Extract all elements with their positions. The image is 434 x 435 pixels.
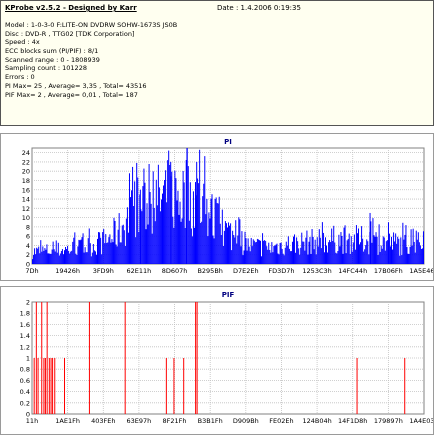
info-line: Scanned range : 0 - 1808939 (5, 55, 100, 64)
x-tick-label: FE02Eh (269, 417, 293, 425)
x-tick-label: B295Bh (197, 267, 222, 275)
info-line: Errors : 0 (5, 73, 35, 82)
plot-area (31, 147, 425, 265)
x-tick-label: 124B04h (302, 417, 331, 425)
x-tick-label: 8D607h (162, 267, 188, 275)
info-line: Model : 1-0-3-0 F:LITE-ON DVDRW SOHW-167… (5, 21, 178, 29)
y-tick-label: 0.6 (20, 377, 30, 385)
x-tick-label: 3FD9h (93, 267, 114, 275)
x-tick-label: 17B06Fh (374, 267, 403, 275)
x-tick-label: 62E11h (127, 267, 152, 275)
x-tick-label: 19426h (55, 267, 80, 275)
y-tick-label: 8 (26, 223, 30, 231)
x-tick-label: D909Bh (233, 417, 259, 425)
y-tick-label: 0 (26, 261, 30, 269)
info-lines: Model : 1-0-3-0 F:LITE-ON DVDRW SOHW-167… (5, 21, 177, 99)
info-line: Speed : 4x (5, 38, 40, 47)
x-tick-label: 1A4E03h (409, 417, 433, 425)
x-tick-label: 7Dh (25, 267, 38, 275)
info-panel: KProbe v2.5.2 - Designed by Karr Date : … (0, 0, 434, 126)
y-tick-label: 4 (26, 242, 30, 250)
app-title-text: KProbe v2.5.2 - Designed by Karr (5, 4, 137, 12)
y-tick-label: 1 (26, 355, 30, 363)
y-tick-label: 1.6 (20, 321, 30, 329)
y-tick-label: 12 (22, 205, 30, 213)
y-tick-label: 0.8 (20, 366, 30, 374)
info-line: ECC blocks sum (PI/PIF) : 8/1 (5, 47, 99, 56)
chart-title: PIF (222, 291, 235, 299)
x-tick-label: 63E97h (127, 417, 152, 425)
pif-chart: PIF 0 0.2 0.4 0.6 0.8 1 1.2 1.4 1.6 1.8 2 11h 1AE1Fh 4… (20, 291, 433, 425)
app-title: KProbe v2.5.2 - Designed by Karr (5, 4, 137, 12)
y-tick-label: 24 (22, 149, 30, 157)
x-tick-label: 14F1D8h (338, 417, 367, 425)
x-tick-label: 1AE1Fh (55, 417, 80, 425)
info-line: Disc : DVD-R , TTG02 [TDK Corporation] (5, 29, 135, 38)
x-tick-label: 179897h (374, 417, 403, 425)
y-tick-label: 2 (26, 299, 30, 307)
x-tick-label: FD3D7h (268, 267, 294, 275)
scan-date: Date : 1.4.2006 0:19:35 (217, 4, 301, 12)
pi-chart-panel: PI 0 2 4 6 8 10 12 14 16 18 20 22 24 7Dh 19426h 3FD9h 62E… (0, 133, 434, 281)
chart-title: PI (224, 138, 232, 146)
x-tick-label: D7E2Eh (233, 267, 259, 275)
info-line: PIF Max= 2 , Average= 0,01 , Total= 187 (5, 90, 138, 99)
x-tick-label: 14FC44h (338, 267, 367, 275)
y-tick-label: 6 (26, 233, 30, 241)
x-tick-label: B3B1Fh (198, 417, 223, 425)
y-tick-label: 16 (22, 186, 30, 194)
y-tick-label: 22 (22, 158, 30, 166)
y-tick-label: 18 (22, 177, 30, 185)
y-tick-label: 0 (26, 411, 30, 419)
y-tick-label: 2 (26, 251, 30, 259)
x-tick-label: 1A5E46h (409, 267, 433, 275)
y-tick-label: 14 (22, 196, 30, 204)
x-tick-label: 1253C3h (302, 267, 331, 275)
info-line: PI Max= 25 , Average= 3,35 , Total= 4351… (5, 81, 147, 90)
y-tick-label: 20 (22, 168, 30, 176)
y-tick-label: 1.8 (20, 310, 30, 318)
y-tick-label: 10 (22, 214, 30, 222)
y-tick-label: 1.4 (20, 332, 30, 340)
y-tick-label: 0.2 (20, 399, 30, 407)
series (32, 148, 424, 264)
pif-chart-panel: PIF 0 0.2 0.4 0.6 0.8 1 1.2 1.4 1.6 1.8 2 11h 1AE1Fh 4… (0, 286, 434, 435)
x-tick-label: 8F21Fh (163, 417, 187, 425)
series (33, 302, 406, 414)
y-tick-label: 1.2 (20, 343, 30, 351)
y-tick-label: 0.4 (20, 388, 30, 396)
x-tick-label: 11h (26, 417, 38, 425)
x-tick-label: 403FEh (91, 417, 115, 425)
info-line: Sampling count : 101228 (5, 64, 87, 73)
